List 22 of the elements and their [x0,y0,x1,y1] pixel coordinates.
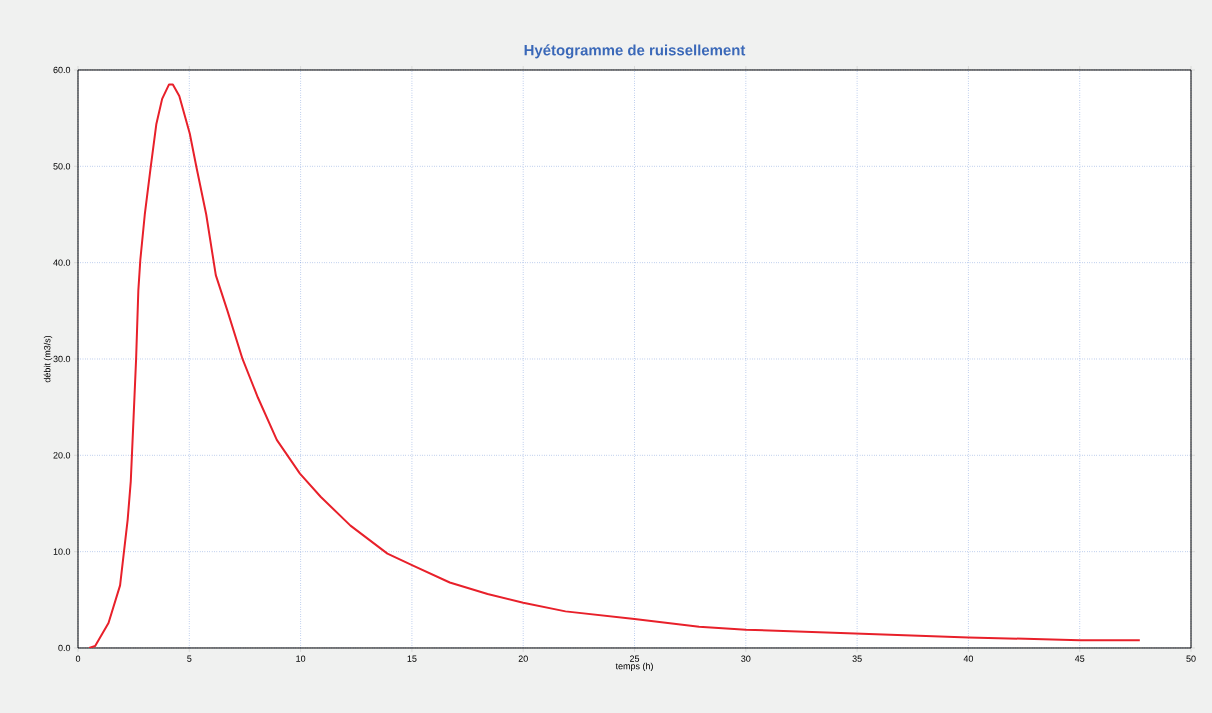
line-series [88,83,1141,648]
y-tick-label: 0.0 [58,644,71,652]
y-axis-title: débit (m3/s) [43,335,53,383]
x-axis-title: temps (h) [615,662,653,672]
chart-title: Hyétogramme de ruissellement [524,44,746,59]
y-tick-label: 40.0 [53,259,71,266]
x-tick-label: 25 [629,655,640,662]
x-tick-label: 5 [187,655,192,662]
x-tick-label: 0 [75,655,81,662]
x-tick-label: 30 [741,655,751,662]
y-tick-label: 60.0 [53,66,71,74]
y-tick-label: 50.0 [53,163,71,170]
x-tick-label: 35 [852,655,862,662]
x-tick-label: 40 [963,655,974,662]
x-tick-label: 10 [296,655,306,662]
x-tick-label: 45 [1074,655,1085,662]
x-tick-label: 20 [518,655,528,662]
y-tick-label: 30.0 [53,355,71,363]
y-tick-label: 20.0 [53,452,71,459]
x-tick-label: 15 [407,655,417,662]
y-tick-label: 10.0 [53,548,71,555]
x-tick-label: 50 [1186,655,1196,662]
